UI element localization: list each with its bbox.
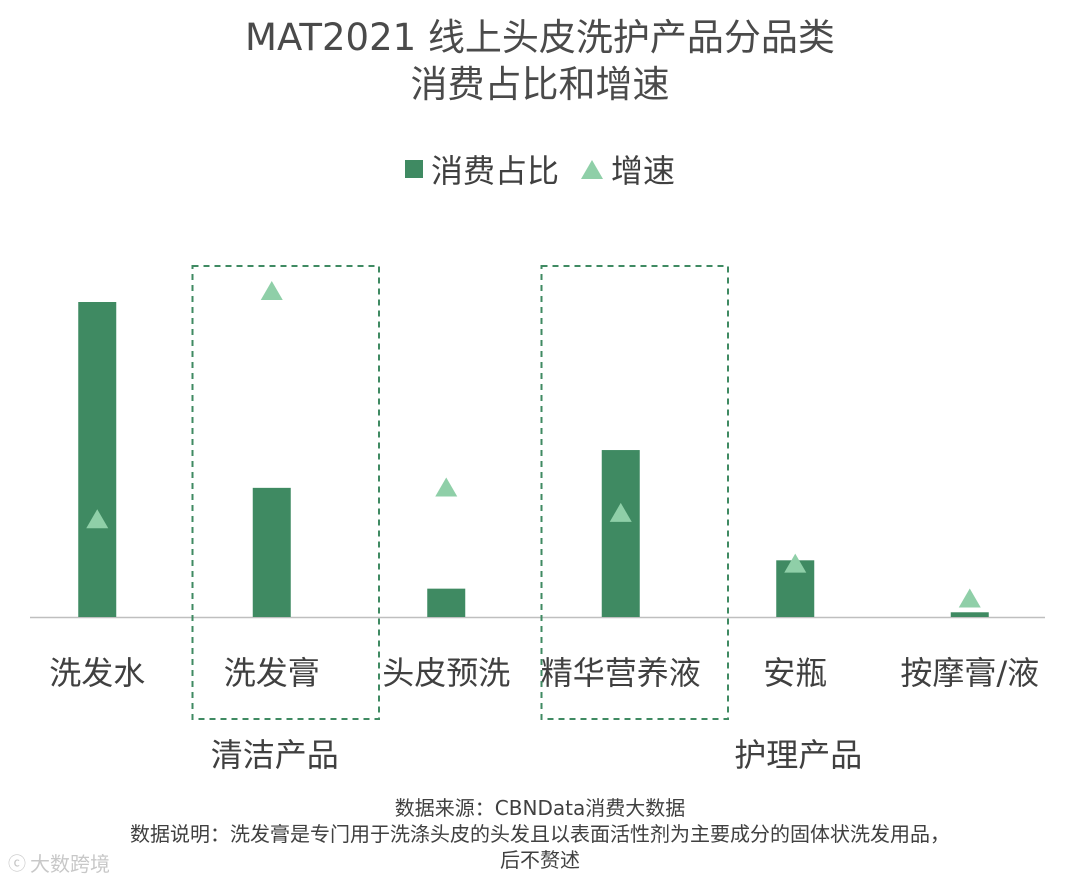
chart-title-line1: MAT2021 线上头皮洗护产品分品类 bbox=[245, 16, 835, 59]
category-label-2: 头皮预洗 bbox=[382, 654, 510, 692]
growth-marker-4 bbox=[784, 553, 807, 573]
watermark-logo-icon: ⓒ bbox=[8, 853, 26, 875]
group-box-1 bbox=[540, 265, 729, 720]
group-label-care: 护理产品 bbox=[734, 736, 862, 774]
category-label-4: 安瓶 bbox=[763, 654, 827, 692]
bar-2 bbox=[427, 588, 466, 617]
category-label-5: 按摩膏/液 bbox=[900, 654, 1039, 692]
bar-0 bbox=[78, 302, 117, 617]
growth-marker-2 bbox=[435, 477, 458, 497]
bar-3 bbox=[601, 450, 640, 617]
footer-note-line2: 后不赘述 bbox=[500, 848, 580, 872]
group-box-0 bbox=[191, 265, 380, 720]
watermark-text: 大数跨境 bbox=[30, 852, 110, 876]
category-label-3: 精华营养液 bbox=[541, 654, 701, 692]
legend-item-growth: 增速 bbox=[581, 146, 675, 192]
watermark: ⓒ 大数跨境 bbox=[8, 848, 110, 877]
legend-share-label: 消费占比 bbox=[430, 152, 559, 190]
growth-marker-5 bbox=[958, 588, 981, 608]
bar-1 bbox=[252, 487, 291, 617]
legend-growth-label: 增速 bbox=[611, 152, 676, 190]
legend-item-share: 消费占比 bbox=[404, 146, 559, 192]
legend-square-icon bbox=[404, 160, 423, 178]
chart-legend: 消费占比 增速 bbox=[0, 146, 1080, 192]
bar-5 bbox=[950, 612, 989, 617]
footer-source: 数据来源：CBNData消费大数据 bbox=[394, 796, 686, 820]
chart-title-line2: 消费占比和增速 bbox=[410, 63, 670, 106]
chart-title: MAT2021 线上头皮洗护产品分品类 消费占比和增速 bbox=[0, 14, 1080, 108]
category-label-1: 洗发膏 bbox=[224, 654, 320, 692]
legend-triangle-icon bbox=[581, 159, 603, 179]
growth-marker-0 bbox=[86, 509, 109, 529]
group-label-clean: 清洁产品 bbox=[211, 736, 339, 774]
growth-marker-1 bbox=[260, 281, 283, 300]
growth-marker-3 bbox=[609, 502, 632, 522]
category-label-0: 洗发水 bbox=[49, 654, 145, 692]
footer-note-line1: 数据说明：洗发膏是专门用于洗涤头皮的头发且以表面活性剂为主要成分的固体状洗发用品… bbox=[130, 822, 950, 846]
